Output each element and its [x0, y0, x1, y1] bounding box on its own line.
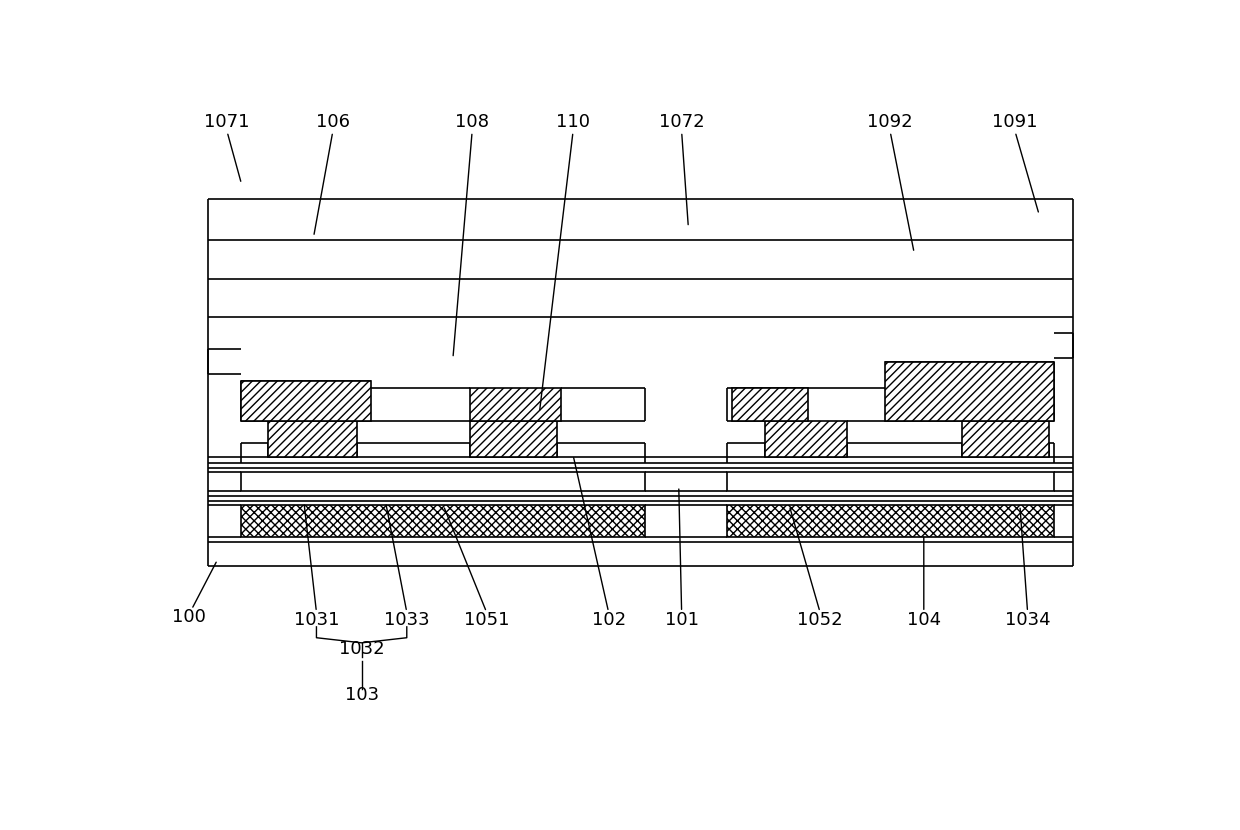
Text: 1072: 1072 [658, 113, 704, 131]
Bar [885, 362, 1054, 421]
Text: 101: 101 [665, 612, 698, 629]
Text: 1031: 1031 [294, 612, 340, 629]
Text: 104: 104 [906, 612, 941, 629]
Bar [242, 381, 371, 421]
Text: 1052: 1052 [797, 612, 843, 629]
Text: 1051: 1051 [464, 612, 510, 629]
Bar [470, 388, 560, 421]
Bar [268, 421, 357, 457]
Text: 106: 106 [316, 113, 350, 131]
Text: 100: 100 [171, 608, 206, 627]
Bar [962, 421, 1049, 457]
Bar [242, 505, 645, 537]
Text: 1033: 1033 [384, 612, 429, 629]
Bar [470, 421, 557, 457]
Bar [732, 388, 808, 421]
Text: 1071: 1071 [205, 113, 249, 131]
Bar [242, 471, 645, 491]
Bar [727, 471, 1054, 491]
Text: 1032: 1032 [339, 640, 384, 658]
Bar [765, 421, 847, 457]
Text: 108: 108 [455, 113, 489, 131]
Text: 1091: 1091 [992, 113, 1038, 131]
Text: 110: 110 [556, 113, 590, 131]
Text: 1034: 1034 [1004, 612, 1050, 629]
Bar [727, 505, 1054, 537]
Text: 103: 103 [345, 686, 378, 704]
Text: 1092: 1092 [867, 113, 913, 131]
Text: 102: 102 [591, 612, 626, 629]
